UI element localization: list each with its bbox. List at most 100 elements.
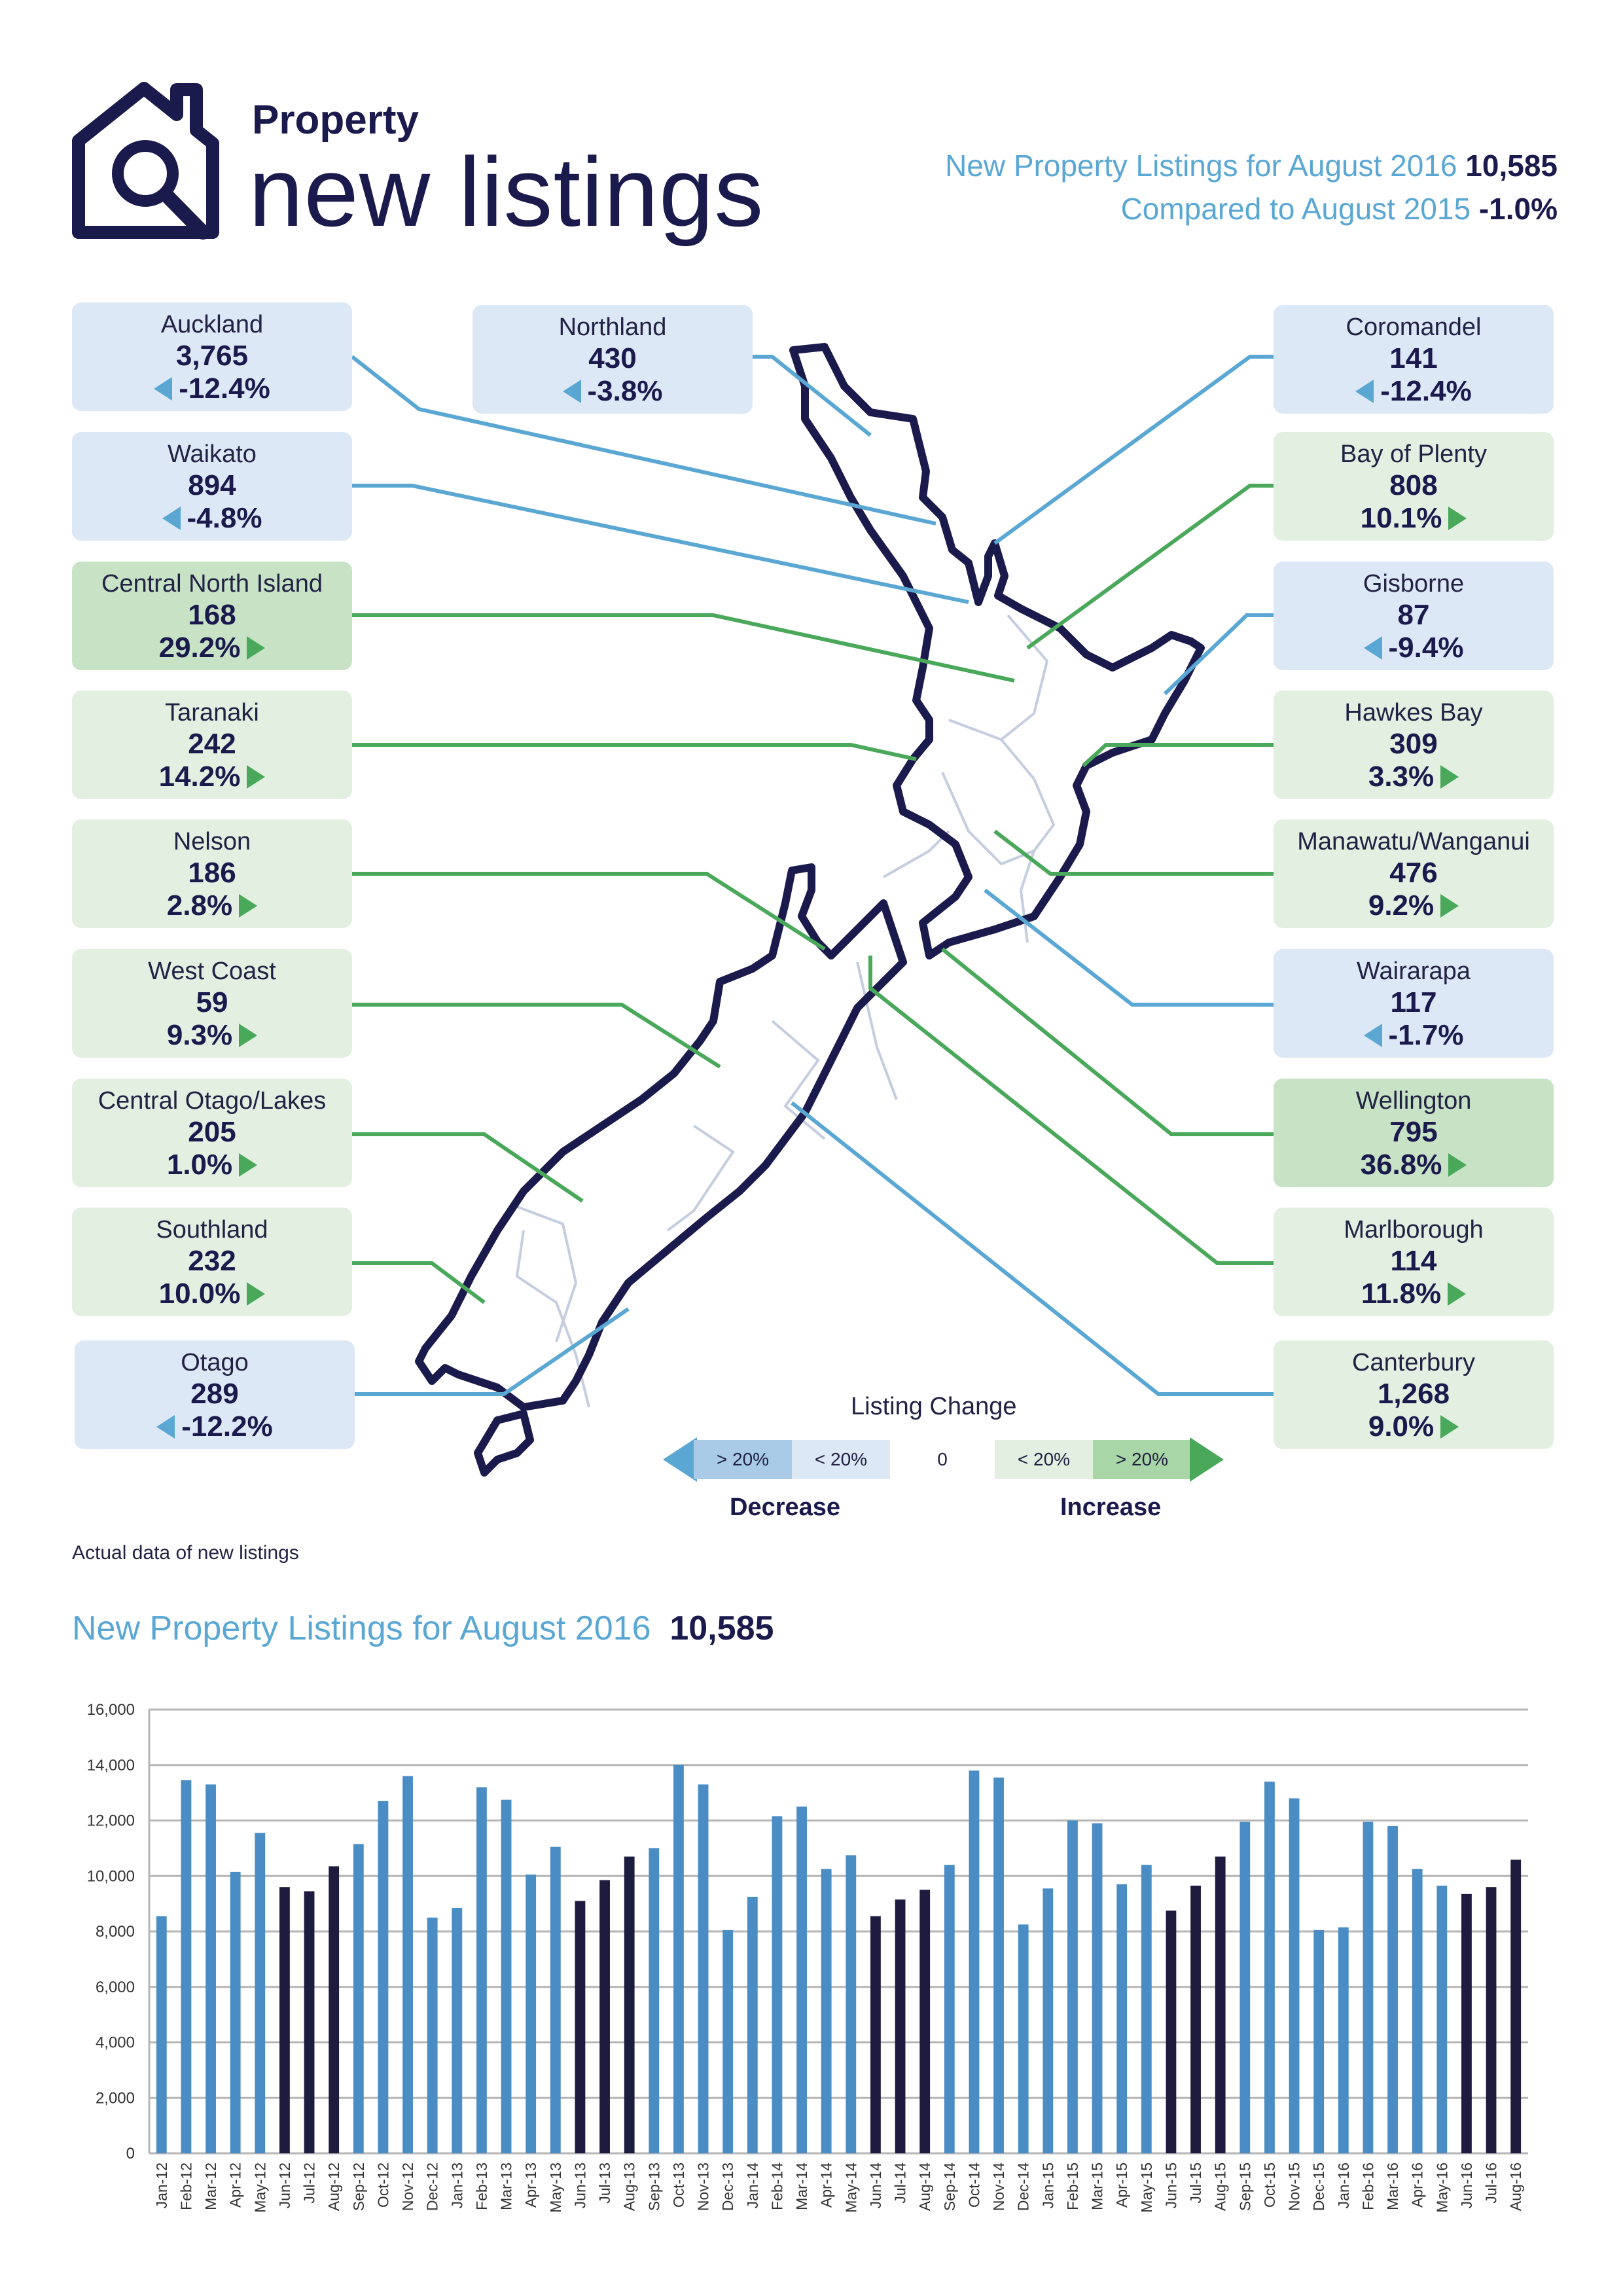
x-tick-label: Nov-15 — [1286, 2162, 1303, 2211]
x-tick-label: Jan-12 — [153, 2162, 170, 2208]
x-tick-label: Sep-12 — [350, 2162, 367, 2211]
bar-Feb-15 — [1067, 1820, 1078, 2153]
y-tick-label: 16,000 — [87, 1701, 135, 1719]
region-value: 205 — [188, 1116, 236, 1148]
legend-zero: 0 — [890, 1440, 995, 1479]
region-change-value: 9.2% — [1368, 889, 1435, 922]
bar-Aug-14 — [919, 1890, 931, 2153]
region-value: 168 — [188, 599, 236, 631]
x-tick-label: Mar-13 — [498, 2162, 515, 2210]
region-card-nelson[interactable]: Nelson 186 2.8% — [72, 819, 352, 928]
region-change: 1.0% — [72, 1148, 352, 1182]
region-value: 242 — [188, 728, 236, 760]
region-name: Waikato — [168, 440, 257, 468]
region-card-central-north-island[interactable]: Central North Island 168 29.2% — [72, 562, 352, 670]
region-card-bay-of-plenty[interactable]: Bay of Plenty 808 10.1% — [1274, 432, 1554, 541]
bar-Mar-15 — [1092, 1823, 1103, 2153]
legend-decrease-arrow-icon — [663, 1437, 697, 1482]
bar-Apr-12 — [230, 1871, 241, 2153]
increase-arrow-icon — [1440, 765, 1459, 789]
region-name: Central Otago/Lakes — [98, 1087, 327, 1115]
bar-Apr-16 — [1412, 1869, 1423, 2153]
x-tick-label: Apr-12 — [227, 2162, 244, 2208]
region-change: 11.8% — [1274, 1277, 1554, 1311]
decrease-arrow-icon — [162, 507, 181, 530]
region-change: -12.4% — [72, 372, 352, 406]
region-card-taranaki[interactable]: Taranaki 242 14.2% — [72, 691, 352, 799]
increase-arrow-icon — [247, 1282, 266, 1306]
x-tick-label: Feb-12 — [177, 2162, 194, 2210]
summary-line-1: New Property Listings for August 2016 10… — [945, 148, 1558, 183]
bar-Jul-12 — [304, 1891, 315, 2153]
x-tick-label: Oct-13 — [670, 2162, 687, 2208]
bar-Aug-12 — [329, 1866, 340, 2153]
region-value: 186 — [188, 857, 236, 889]
region-value: 232 — [188, 1245, 236, 1277]
chart-title-label: New Property Listings for August 2016 — [72, 1609, 651, 1647]
bar-Jul-16 — [1486, 1887, 1497, 2153]
region-change: -1.7% — [1274, 1018, 1554, 1052]
region-card-west-coast[interactable]: West Coast 59 9.3% — [72, 949, 352, 1058]
summary-label-2: Compared to August 2015 — [1120, 192, 1471, 226]
leader-bay-of-plenty — [1026, 484, 1274, 650]
region-card-coromandel[interactable]: Coromandel 141 -12.4% — [1274, 305, 1554, 414]
bar-Mar-16 — [1387, 1825, 1398, 2153]
region-card-otago[interactable]: Otago 289 -12.2% — [75, 1340, 355, 1449]
region-value: 3,765 — [175, 340, 249, 372]
x-tick-label: Jul-15 — [1187, 2162, 1204, 2204]
region-value: 808 — [1389, 469, 1438, 501]
leader-coromandel — [993, 355, 1274, 545]
x-tick-label: Aug-12 — [325, 2162, 342, 2211]
bar-Feb-12 — [181, 1780, 192, 2153]
x-tick-label: Aug-13 — [621, 2162, 638, 2211]
leader-auckland — [351, 355, 936, 526]
x-tick-label: Mar-12 — [202, 2162, 219, 2210]
brand-title: new listings — [249, 137, 764, 247]
x-tick-label: Apr-15 — [1113, 2162, 1130, 2208]
x-tick-label: Jan-13 — [448, 2162, 465, 2208]
x-tick-label: Dec-13 — [719, 2162, 736, 2211]
x-tick-label: Sep-13 — [645, 2162, 662, 2211]
y-tick-label: 0 — [126, 2145, 135, 2162]
leader-west-coast — [352, 1003, 721, 1069]
bar-Aug-15 — [1215, 1856, 1226, 2153]
y-tick-label: 12,000 — [87, 1812, 135, 1830]
region-card-manawatu-wanganui[interactable]: Manawatu/Wanganui 476 9.2% — [1274, 819, 1554, 928]
region-card-wairarapa[interactable]: Wairarapa 117 -1.7% — [1274, 949, 1554, 1058]
legend-increase-label: Increase — [1060, 1494, 1162, 1521]
region-name: Marlborough — [1344, 1216, 1484, 1244]
region-change-value: -12.4% — [179, 372, 270, 404]
region-card-central-otago-lakes[interactable]: Central Otago/Lakes 205 1.0% — [72, 1079, 352, 1187]
region-card-auckland[interactable]: Auckland 3,765 -12.4% — [72, 302, 352, 411]
region-card-northland[interactable]: Northland 430 -3.8% — [473, 305, 753, 414]
bar-Jun-16 — [1461, 1893, 1472, 2153]
region-card-waikato[interactable]: Waikato 894 -4.8% — [72, 432, 352, 541]
x-tick-label: Jul-12 — [301, 2162, 318, 2204]
x-tick-label: Jan-14 — [744, 2162, 761, 2209]
bar-Jun-13 — [575, 1901, 586, 2153]
south-island-outline — [415, 863, 907, 1411]
region-card-gisborne[interactable]: Gisborne 87 -9.4% — [1274, 562, 1554, 670]
x-tick-label: Apr-13 — [522, 2162, 539, 2208]
x-tick-label: Nov-13 — [695, 2162, 712, 2211]
region-card-southland[interactable]: Southland 232 10.0% — [72, 1208, 352, 1316]
region-card-canterbury[interactable]: Canterbury 1,268 9.0% — [1274, 1340, 1554, 1449]
x-tick-label: Apr-14 — [818, 2162, 835, 2208]
region-change: 36.8% — [1274, 1148, 1554, 1182]
bar-Jan-12 — [156, 1916, 167, 2153]
region-name: Bay of Plenty — [1340, 440, 1487, 468]
y-tick-label: 10,000 — [87, 1867, 135, 1885]
region-change-value: -12.2% — [181, 1410, 273, 1443]
region-name: Southland — [156, 1216, 268, 1244]
bar-Jun-12 — [279, 1887, 290, 2153]
region-change-value: 2.8% — [166, 889, 233, 922]
region-card-wellington[interactable]: Wellington 795 36.8% — [1274, 1079, 1554, 1187]
region-card-hawkes-bay[interactable]: Hawkes Bay 309 3.3% — [1274, 691, 1554, 799]
region-change-value: -1.7% — [1388, 1019, 1464, 1051]
bar-Aug-13 — [624, 1856, 635, 2153]
bar-Mar-13 — [501, 1799, 512, 2153]
x-tick-label: Jun-16 — [1458, 2162, 1475, 2208]
bar-Dec-15 — [1313, 1929, 1325, 2153]
region-change-value: 10.1% — [1360, 502, 1442, 534]
region-card-marlborough[interactable]: Marlborough 114 11.8% — [1274, 1208, 1554, 1316]
